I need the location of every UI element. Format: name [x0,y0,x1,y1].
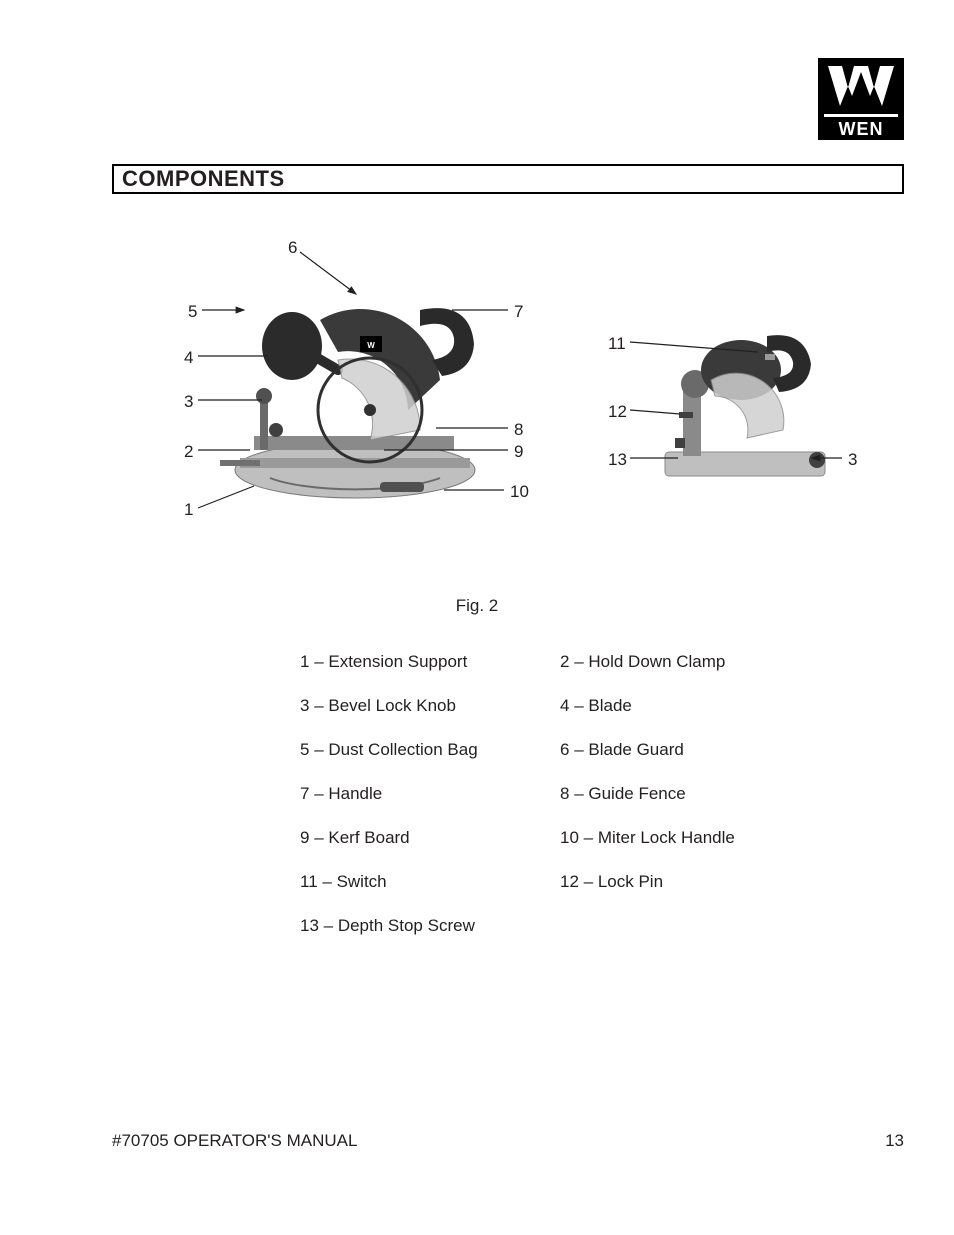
list-row: 13 – Depth Stop Screw [300,916,860,936]
callout-13: 13 [608,450,627,470]
list-item: 10 – Miter Lock Handle [560,828,860,848]
list-item: 8 – Guide Fence [560,784,860,804]
callout-6: 6 [288,238,297,258]
svg-text:W: W [367,341,375,350]
list-item: 5 – Dust Collection Bag [300,740,560,760]
list-row: 7 – Handle 8 – Guide Fence [300,784,860,804]
callout-4: 4 [184,348,193,368]
list-item: 6 – Blade Guard [560,740,860,760]
list-row: 1 – Extension Support 2 – Hold Down Clam… [300,652,860,672]
list-item: 11 – Switch [300,872,560,892]
callout-10: 10 [510,482,529,502]
callout-11: 11 [608,334,626,354]
callout-2: 2 [184,442,193,462]
section-title-box: COMPONENTS [112,164,904,194]
list-item: 9 – Kerf Board [300,828,560,848]
callout-3: 3 [184,392,193,412]
list-row: 3 – Bevel Lock Knob 4 – Blade [300,696,860,716]
svg-text:WEN: WEN [839,119,884,139]
footer-page-number: 13 [885,1131,904,1151]
svg-text:®: ® [901,63,904,70]
list-row: 5 – Dust Collection Bag 6 – Blade Guard [300,740,860,760]
product-image-right [655,312,835,492]
list-item: 7 – Handle [300,784,560,804]
footer-left: #70705 OPERATOR'S MANUAL [112,1131,357,1151]
callout-3b: 3 [848,450,857,470]
figure-caption: Fig. 2 [0,596,954,616]
brand-logo: WEN ® [818,58,904,140]
list-item: 3 – Bevel Lock Knob [300,696,560,716]
list-item: 12 – Lock Pin [560,872,860,892]
list-item: 13 – Depth Stop Screw [300,916,560,936]
section-title: COMPONENTS [122,166,285,192]
list-item [560,916,860,936]
page: WEN ® COMPONENTS [0,0,954,1235]
page-footer: #70705 OPERATOR'S MANUAL 13 [112,1131,904,1151]
list-row: 11 – Switch 12 – Lock Pin [300,872,860,892]
callout-12: 12 [608,402,627,422]
components-list: 1 – Extension Support 2 – Hold Down Clam… [300,652,860,960]
list-row: 9 – Kerf Board 10 – Miter Lock Handle [300,828,860,848]
callout-8: 8 [514,420,523,440]
list-item: 2 – Hold Down Clamp [560,652,860,672]
list-item: 1 – Extension Support [300,652,560,672]
callout-5: 5 [188,302,197,322]
callout-1: 1 [184,500,193,520]
list-item: 4 – Blade [560,696,860,716]
product-image-left: W [220,260,490,520]
callout-9: 9 [514,442,523,462]
callout-7: 7 [514,302,523,322]
